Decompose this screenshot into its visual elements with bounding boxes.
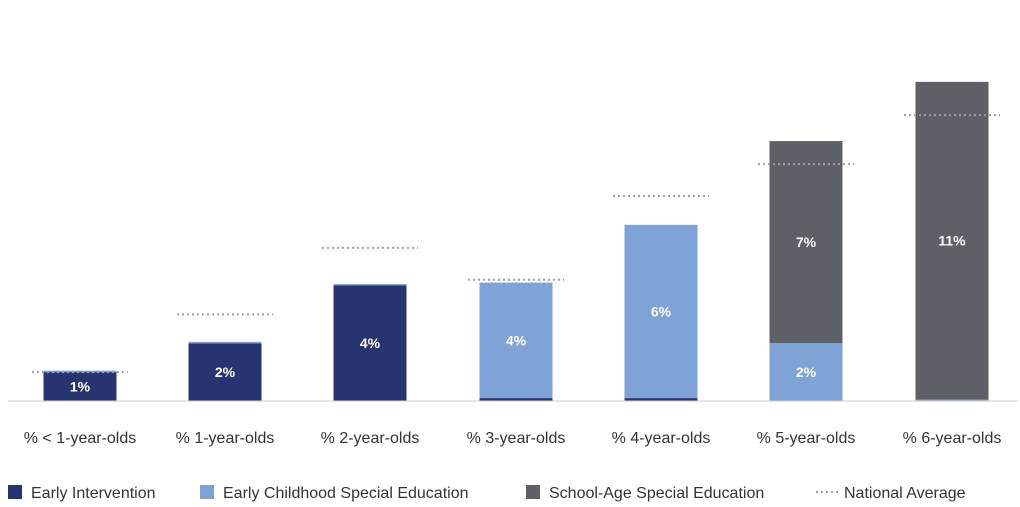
bar-early-childhood-special-education-2 (333, 284, 407, 286)
data-label-school-age-special-education-5: 7% (796, 234, 817, 250)
bar-early-intervention-1 (188, 343, 262, 401)
x-tick-label-1: % 1-year-olds (176, 430, 275, 447)
x-tick-label-6: % 6-year-olds (903, 430, 1002, 447)
legend: Early Intervention Early Childhood Specia… (8, 485, 966, 502)
x-tick-label-5: % 5-year-olds (757, 430, 856, 447)
x-tick-label-4: % 4-year-olds (612, 430, 711, 447)
legend-label-early-childhood-special-education: Early Childhood Special Education (223, 485, 468, 502)
x-tick-label-2: % 2-year-olds (321, 430, 420, 447)
bar-early-intervention-2 (333, 285, 407, 401)
bar-early-childhood-special-education-3 (479, 282, 553, 399)
data-label-school-age-special-education-6: 11% (938, 233, 966, 249)
bar-early-intervention-0 (43, 372, 117, 401)
x-tick-label-3: % 3-year-olds (467, 430, 566, 447)
legend-label-national-average: National Average (844, 485, 966, 502)
bar-early-intervention-4 (624, 398, 698, 401)
bar-early-childhood-special-education-1 (188, 341, 262, 344)
data-label-early-childhood-special-education-3: 4% (506, 332, 527, 348)
legend-swatch-early-childhood-special-education (200, 485, 214, 499)
bar-early-childhood-special-education-4 (624, 224, 698, 399)
bar-early-childhood-special-education-5 (769, 343, 843, 401)
legend-swatch-school-age-special-education (526, 485, 540, 499)
data-label-early-intervention-1: 2% (215, 364, 236, 380)
bar-early-intervention-3 (479, 398, 553, 401)
data-label-early-childhood-special-education-5: 2% (796, 364, 817, 380)
bars-layer: 1% 2% 4% 4% 6% 2% 7% 11% (43, 81, 989, 401)
data-label-early-intervention-0: 1% (70, 379, 91, 395)
bar-school-age-special-education-6 (915, 81, 989, 400)
legend-label-school-age-special-education: School-Age Special Education (549, 485, 764, 502)
legend-label-early-intervention: Early Intervention (31, 485, 156, 502)
x-tick-label-0: % < 1-year-olds (24, 430, 137, 447)
data-label-early-intervention-2: 4% (360, 335, 381, 351)
data-label-early-childhood-special-education-4: 6% (651, 303, 672, 319)
national-average-layer (32, 114, 1000, 374)
category-labels: % < 1-year-olds % 1-year-olds % 2-year-old… (24, 430, 1002, 447)
bar-early-childhood-special-education-0 (43, 370, 117, 373)
bar-early-childhood-special-education-6 (915, 399, 989, 401)
legend-swatch-early-intervention (8, 485, 22, 499)
bar-school-age-special-education-5 (769, 141, 843, 344)
